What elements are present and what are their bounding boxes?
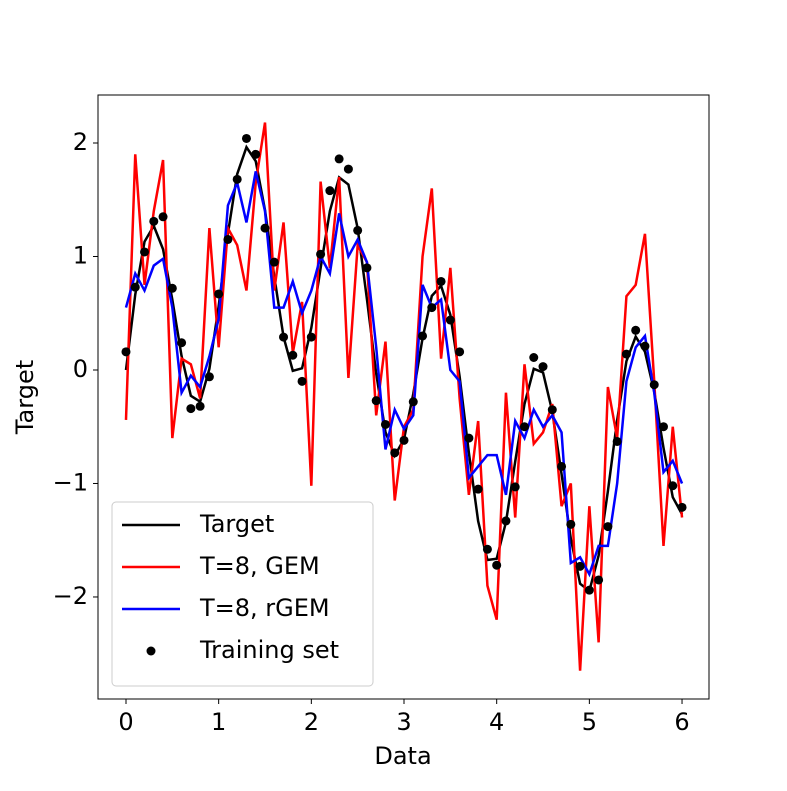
y-tick-label: −2: [53, 582, 88, 610]
data-point: [371, 396, 381, 406]
data-point: [501, 516, 511, 526]
data-point: [306, 332, 316, 342]
data-point: [677, 502, 687, 512]
data-point: [538, 362, 548, 372]
data-point: [334, 154, 344, 164]
data-point: [473, 484, 483, 494]
legend-label: T=8, rGEM: [199, 594, 330, 622]
data-point: [482, 544, 492, 554]
data-point: [149, 216, 159, 226]
x-tick-label: 3: [396, 708, 411, 736]
data-point: [353, 225, 363, 235]
x-tick-label: 6: [674, 708, 689, 736]
data-point: [251, 149, 261, 159]
data-point: [316, 249, 326, 259]
data-point: [214, 289, 224, 299]
y-tick-label: 2: [73, 128, 88, 156]
data-point: [621, 349, 631, 359]
x-tick-label: 0: [118, 708, 133, 736]
data-point: [427, 303, 437, 313]
legend-label: Target: [199, 510, 274, 538]
data-point: [557, 461, 567, 471]
data-point: [288, 350, 298, 360]
data-point: [510, 482, 520, 492]
data-point: [195, 401, 205, 411]
data-point: [529, 353, 539, 363]
data-point: [464, 433, 474, 443]
data-point: [436, 276, 446, 286]
data-point: [408, 397, 418, 407]
data-point: [640, 341, 650, 351]
plot-frame: [97, 94, 710, 700]
x-tick-label: 2: [304, 708, 319, 736]
data-point: [204, 372, 214, 382]
data-point: [492, 560, 502, 570]
x-tick-label: 5: [582, 708, 597, 736]
y-tick-label: −1: [53, 468, 88, 496]
x-tick-label: 4: [489, 708, 504, 736]
data-point: [269, 257, 279, 267]
data-point: [390, 448, 400, 458]
data-point: [158, 212, 168, 222]
data-point: [584, 585, 594, 595]
data-point: [575, 561, 585, 571]
legend-label: Training set: [199, 636, 339, 664]
data-point: [140, 247, 150, 257]
data-point: [603, 522, 613, 532]
data-point: [121, 347, 131, 357]
data-point: [260, 223, 270, 233]
data-point: [658, 422, 668, 432]
data-point: [279, 332, 289, 342]
x-axis-label: Data: [374, 742, 431, 770]
data-point: [297, 376, 307, 386]
data-point: [547, 405, 557, 415]
data-point: [631, 325, 641, 335]
y-tick-label: 1: [73, 241, 88, 269]
data-point: [455, 347, 465, 357]
data-point: [343, 164, 353, 174]
data-point: [668, 481, 678, 491]
data-point: [186, 404, 196, 414]
data-point: [566, 519, 576, 529]
y-tick-label: 0: [73, 355, 88, 383]
data-point: [130, 282, 140, 292]
data-point: [445, 315, 455, 325]
x-tick-label: 1: [211, 708, 226, 736]
data-point: [519, 422, 529, 432]
data-point: [418, 331, 428, 341]
data-point: [594, 575, 604, 585]
data-point: [649, 380, 659, 390]
data-point: [241, 133, 251, 143]
data-point: [232, 174, 242, 184]
data-point: [380, 419, 390, 429]
data-point: [325, 186, 335, 196]
data-point: [223, 234, 233, 244]
data-point: [399, 435, 409, 445]
data-point: [612, 436, 622, 446]
legend-marker: [146, 646, 156, 656]
data-point: [362, 263, 372, 273]
data-point: [177, 338, 187, 348]
series-line: [124, 171, 684, 578]
legend-box: [111, 501, 374, 687]
legend-label: T=8, GEM: [199, 552, 320, 580]
data-point: [167, 283, 177, 293]
y-axis-label: Target: [11, 360, 39, 435]
